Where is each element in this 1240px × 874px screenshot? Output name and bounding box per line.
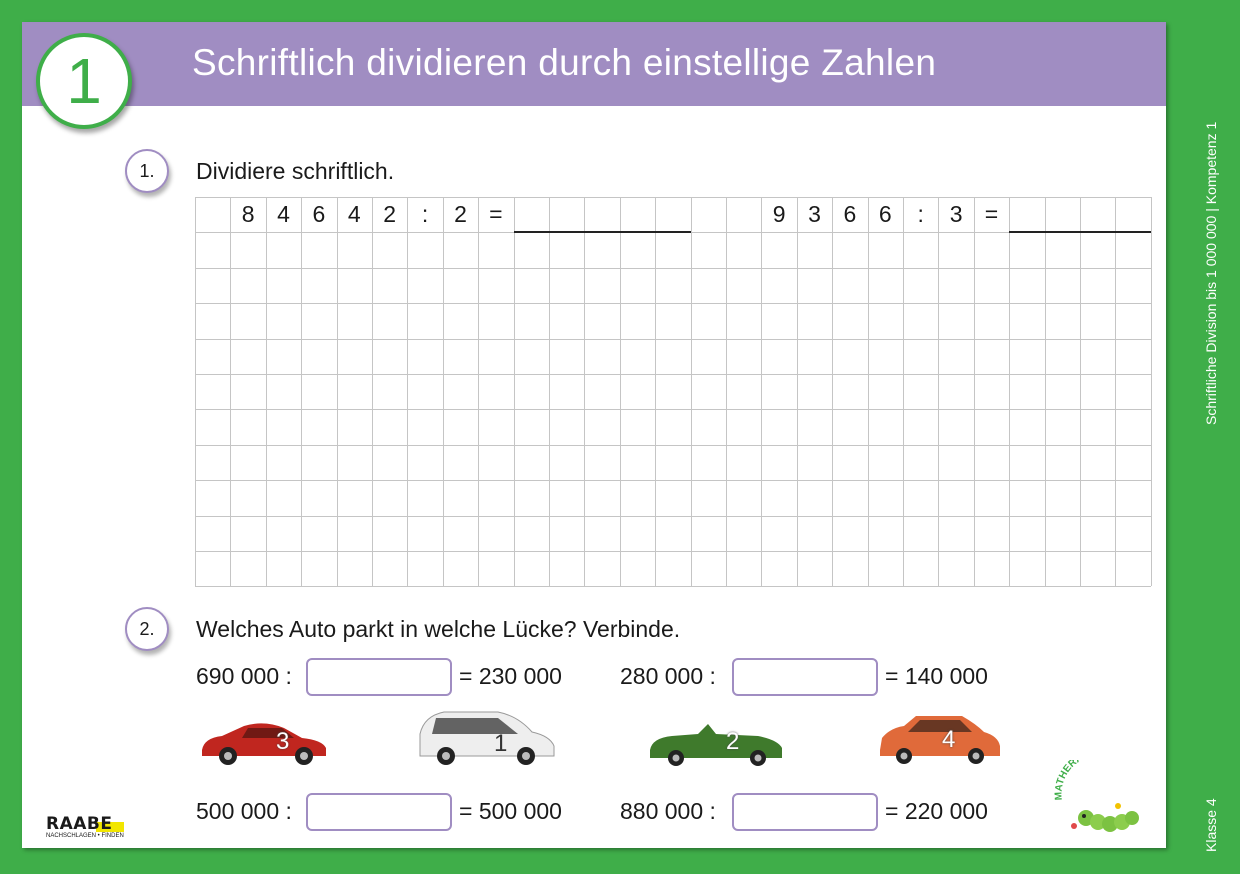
grid-line	[195, 197, 196, 587]
grid-line	[195, 586, 1151, 588]
sidebar-grade-label: Klasse 4	[1203, 798, 1219, 852]
car-2-label: 2	[726, 728, 740, 755]
grid-line	[1044, 197, 1046, 587]
grid-line	[584, 197, 586, 587]
grid-digit: 6	[843, 201, 857, 228]
grid-line	[336, 197, 338, 587]
grid-digit: =	[489, 201, 503, 228]
sidebar-topic-label: Schriftliche Division bis 1 000 000 | Ko…	[1203, 121, 1219, 425]
grid-line	[867, 197, 869, 587]
car-3-label: 3	[276, 728, 290, 755]
equation-3-right: = 500 000	[459, 798, 562, 824]
grid-digit: 3	[808, 201, 821, 228]
equation-4-right: = 220 000	[885, 798, 988, 824]
grid-line	[761, 197, 763, 587]
grid-line	[442, 197, 444, 587]
grid-line	[195, 480, 1151, 482]
equation-1-left: 690 000 :	[196, 663, 292, 689]
grid-digit: :	[421, 201, 429, 228]
car-4[interactable]: 4	[876, 710, 1004, 771]
answer-box-1[interactable]	[306, 658, 452, 696]
grid-line	[832, 197, 834, 587]
grid-line	[372, 197, 373, 587]
grid-line	[195, 374, 1151, 375]
task-2-instruction: Welches Auto parkt in welche Lücke? Verb…	[196, 616, 681, 642]
grid-line	[195, 515, 1151, 517]
caterpillar-icon: MATHERAUPE	[1053, 748, 1139, 832]
worksheet-number-badge: 1	[36, 33, 132, 129]
grid-digit: 4	[347, 201, 361, 228]
grid-line	[796, 197, 798, 587]
mascot-wordmark: MATHERAUPE	[1053, 748, 1104, 801]
division-grid[interactable]: 8 4 6 4 2:2 = 9 3 6 6:3 =	[195, 197, 1152, 588]
equation-3-left: 500 000 :	[196, 798, 292, 824]
grid-line	[938, 197, 940, 587]
worksheet-card: Schriftlich dividieren durch einstellige…	[22, 22, 1166, 848]
publisher-logo: RAABE	[46, 814, 113, 834]
car-4-label: 4	[942, 726, 956, 753]
answer-box-2[interactable]	[732, 658, 878, 696]
grid-digit: 9	[772, 201, 786, 228]
orange-hatchback-icon	[880, 716, 1000, 764]
header-bar: Schriftlich dividieren durch einstellige…	[22, 22, 1166, 106]
svg-text:MATHERAUPE: MATHERAUPE	[1053, 760, 1104, 800]
grid-line	[690, 197, 692, 587]
answer-line[interactable]	[513, 231, 691, 234]
grid-digit: 4	[277, 201, 290, 228]
grid-line	[478, 197, 480, 587]
publisher-logo-bar	[96, 822, 124, 832]
car-1-label: 1	[494, 730, 508, 757]
equation-2-left: 280 000 :	[620, 663, 716, 689]
answer-line[interactable]	[1009, 231, 1151, 234]
grid-digit: 2	[383, 201, 397, 228]
grid-line	[195, 303, 1151, 305]
grid-line	[549, 197, 550, 587]
grid-line	[1150, 197, 1152, 587]
equation-1-right: = 230 000	[459, 663, 562, 689]
grid-digit: 6	[312, 201, 326, 228]
page-title: Schriftlich dividieren durch einstellige…	[192, 42, 937, 83]
grid-line	[1115, 197, 1117, 587]
grid-line	[973, 197, 975, 587]
answer-box-3[interactable]	[306, 793, 452, 831]
grid-line	[195, 444, 1151, 446]
grid-line	[301, 197, 303, 587]
grid-line	[195, 551, 1151, 552]
grid-digit: 8	[241, 201, 255, 228]
car-1[interactable]: 1	[414, 706, 558, 771]
grid-digit: 3	[949, 201, 963, 228]
red-sports-car-icon	[202, 723, 326, 765]
task-2-number: 2.	[125, 607, 169, 651]
grid-line	[195, 197, 1151, 198]
grid-line	[1009, 197, 1011, 587]
white-van-icon	[419, 711, 555, 765]
grid-line	[195, 267, 1151, 269]
matheraupe-mascot: MATHERAUPE	[1052, 748, 1148, 849]
grid-digit: =	[984, 201, 999, 228]
answer-box-4[interactable]	[732, 793, 878, 831]
grid-line	[265, 197, 267, 587]
grid-digit: 2	[454, 201, 467, 228]
car-2[interactable]: 2	[646, 716, 786, 771]
grid-line	[726, 197, 727, 587]
grid-line	[195, 338, 1151, 340]
grid-line	[903, 197, 904, 587]
task-1-number: 1.	[125, 149, 169, 193]
grid-line	[407, 197, 409, 587]
grid-digit: :	[917, 201, 924, 228]
equation-2-right: = 140 000	[885, 663, 988, 689]
publisher-tagline: NACHSCHLAGEN • FINDEN	[46, 833, 124, 839]
task-1-instruction: Dividiere schriftlich.	[196, 158, 395, 184]
grid-line	[655, 197, 657, 587]
grid-line	[195, 409, 1151, 411]
equation-4-left: 880 000 :	[620, 798, 716, 824]
green-convertible-icon	[650, 724, 782, 766]
grid-line	[513, 197, 515, 587]
car-3[interactable]: 3	[198, 714, 330, 771]
grid-line	[1080, 197, 1081, 587]
grid-digit: 6	[878, 201, 892, 228]
grid-line	[230, 197, 232, 587]
grid-line	[619, 197, 621, 587]
